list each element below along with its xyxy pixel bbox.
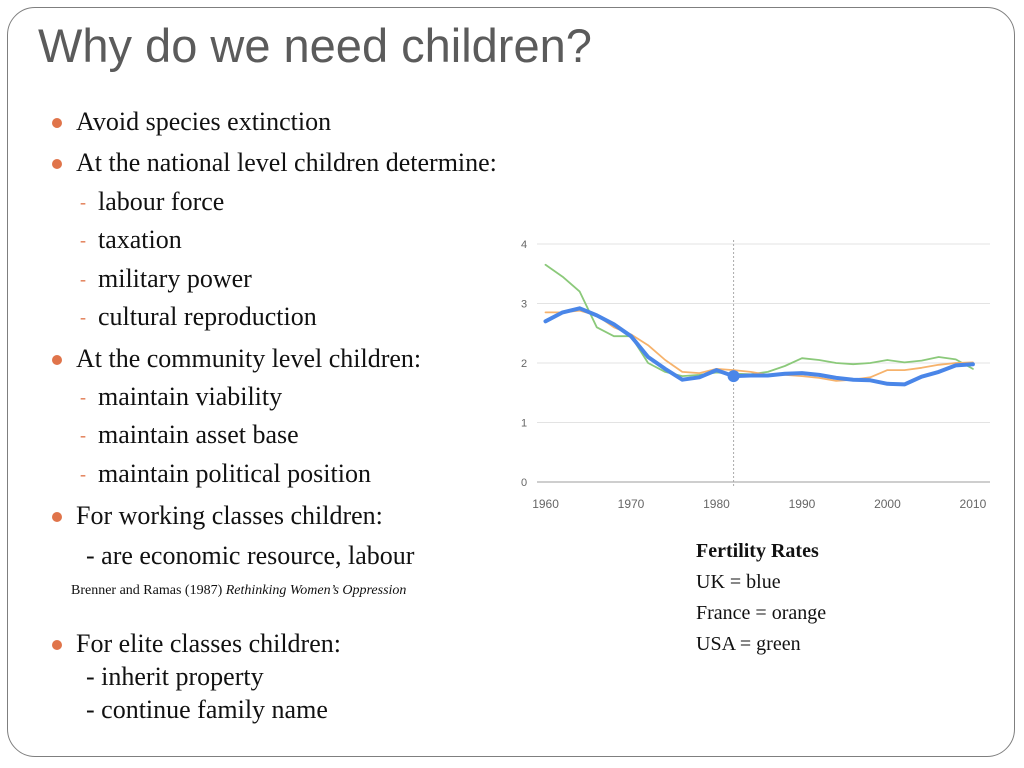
- legend-uk: UK = blue: [696, 571, 781, 593]
- sub-item: - military power: [80, 263, 252, 297]
- citation-work: Rethinking Women’s Oppression: [225, 583, 407, 598]
- x-tick-label: 2000: [874, 497, 901, 511]
- legend-heading: Fertility Rates: [696, 540, 819, 562]
- dash-marker: -: [80, 464, 86, 484]
- sub-item-text: cultural reproduction: [98, 302, 317, 331]
- sub-item: - cultural reproduction: [80, 301, 317, 335]
- slide-title: Why do we need children?: [38, 19, 592, 72]
- chart-legend: Fertility Rates UK = blue France = orang…: [696, 536, 826, 660]
- y-tick-label: 4: [521, 239, 527, 251]
- sub-item: - labour force: [80, 186, 224, 220]
- series-line-uk: [543, 306, 975, 387]
- elite-detail: - continue family name: [86, 695, 328, 724]
- y-tick-label: 1: [521, 418, 527, 430]
- dash-marker: -: [80, 230, 86, 250]
- legend-usa: USA = green: [696, 633, 801, 655]
- x-tick-label: 1990: [789, 497, 816, 511]
- bullet-dot: [52, 640, 62, 650]
- bullet-text: At the community level children:: [76, 344, 422, 373]
- sub-item-text: military power: [98, 264, 252, 293]
- bullet-elite: For elite classes children:: [52, 628, 341, 660]
- bullet-national: At the national level children determine…: [52, 147, 497, 179]
- y-tick-label: 0: [521, 477, 527, 489]
- y-tick-label: 2: [521, 358, 527, 370]
- fertility-chart: 0 1 2 3 4 1960 1970 1980 1990 2000 2010: [521, 239, 990, 511]
- elite-detail: - inherit property: [86, 662, 264, 691]
- dash-marker: -: [80, 425, 86, 445]
- x-tick-label: 2010: [960, 497, 987, 511]
- x-tick-label: 1980: [703, 497, 730, 511]
- sub-item-text: maintain asset base: [98, 420, 299, 449]
- dash-marker: -: [80, 192, 86, 212]
- bullet-dot: [52, 355, 62, 365]
- bullet-text: Avoid species extinction: [76, 107, 332, 136]
- citation: Brenner and Ramas (1987) Rethinking Wome…: [71, 583, 406, 599]
- sub-item-text: labour force: [98, 187, 225, 216]
- citation-authors: Brenner and Ramas (1987): [71, 583, 223, 598]
- sub-item-text: maintain viability: [98, 382, 283, 411]
- dash-marker: -: [80, 387, 86, 407]
- bullet-community: At the community level children:: [52, 343, 422, 375]
- bullet-species: Avoid species extinction: [52, 106, 332, 138]
- sub-item: - maintain political position: [80, 458, 371, 492]
- legend-france: France = orange: [696, 602, 827, 624]
- sub-item: - taxation: [80, 224, 182, 258]
- dash-marker: -: [80, 269, 86, 289]
- bullet-working: For working classes children:: [52, 500, 383, 532]
- sub-item-text: maintain political position: [98, 459, 371, 488]
- sub-item: - maintain asset base: [80, 419, 299, 453]
- x-tick-label: 1960: [532, 497, 559, 511]
- bullet-text: At the national level children determine…: [76, 148, 497, 177]
- bullet-dot: [52, 159, 62, 169]
- y-tick-label: 3: [521, 299, 527, 311]
- x-tick-label: 1970: [618, 497, 645, 511]
- sub-item-text: taxation: [98, 225, 182, 254]
- bullet-dot: [52, 118, 62, 128]
- bullet-text: For working classes children:: [76, 501, 383, 530]
- working-detail: - are economic resource, labour: [86, 541, 415, 570]
- bullet-text: For elite classes children:: [76, 629, 341, 658]
- dash-marker: -: [80, 307, 86, 327]
- bullet-dot: [52, 512, 62, 522]
- sub-item: - maintain viability: [80, 381, 282, 415]
- highlight-point: [727, 370, 740, 383]
- slide-frame: [7, 7, 1015, 757]
